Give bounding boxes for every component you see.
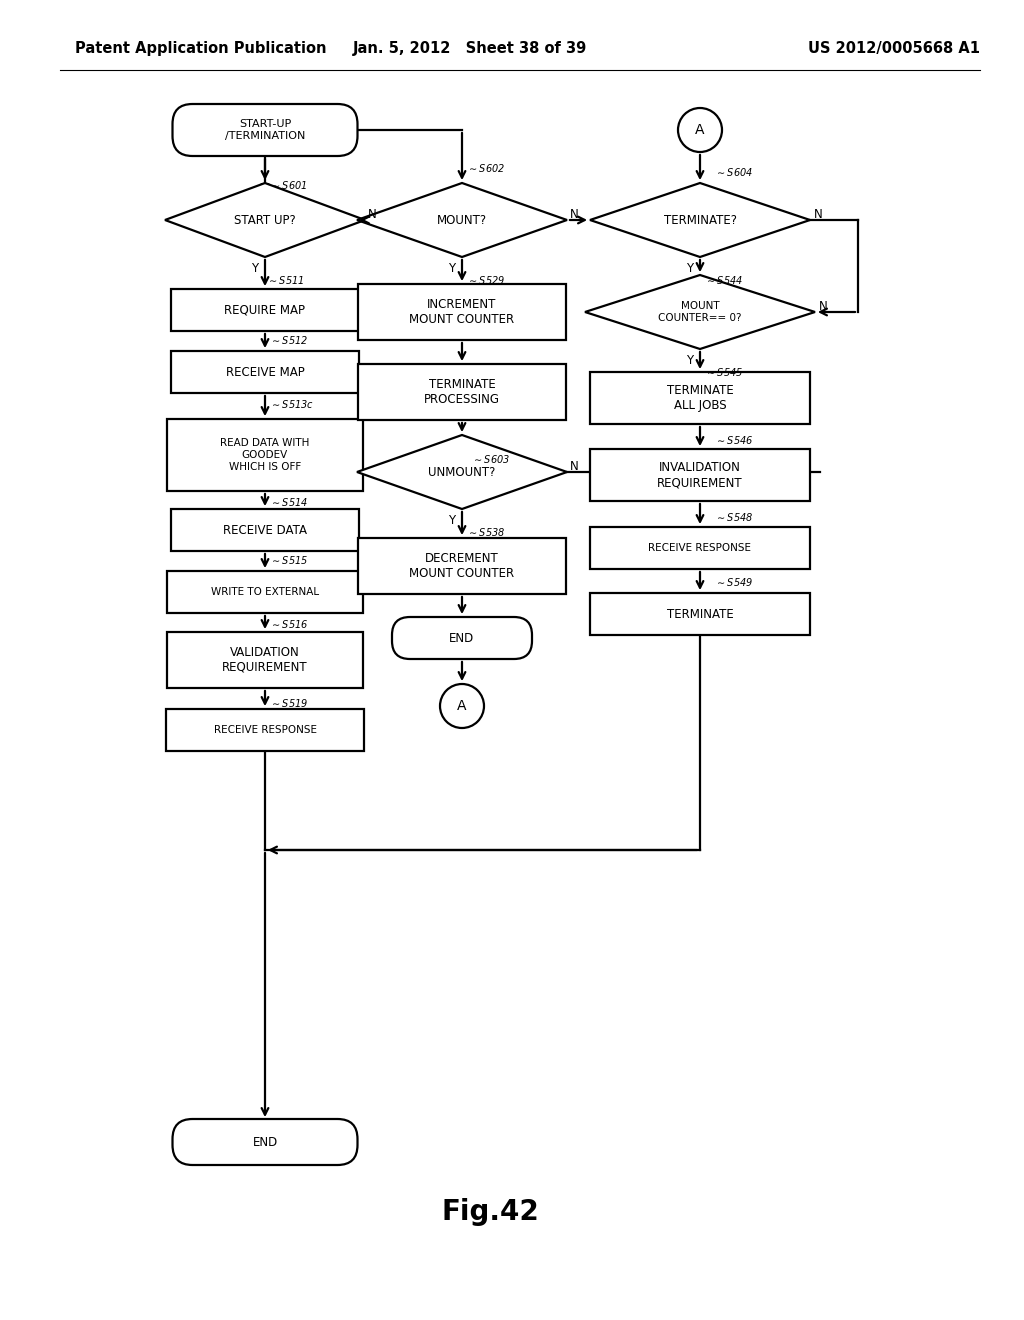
FancyBboxPatch shape: [172, 1119, 357, 1166]
Text: US 2012/0005668 A1: US 2012/0005668 A1: [808, 41, 980, 55]
Text: DECREMENT
MOUNT COUNTER: DECREMENT MOUNT COUNTER: [410, 552, 515, 579]
Bar: [358, 364, 566, 420]
Text: $\sim$S604: $\sim$S604: [715, 166, 753, 178]
Text: Y: Y: [252, 261, 259, 275]
Bar: [171, 510, 359, 550]
Bar: [590, 449, 810, 502]
Text: Y: Y: [686, 354, 693, 367]
Text: END: END: [450, 631, 475, 644]
Text: UNMOUNT?: UNMOUNT?: [428, 466, 496, 479]
Text: TERMINATE: TERMINATE: [667, 607, 733, 620]
Text: RECEIVE RESPONSE: RECEIVE RESPONSE: [213, 725, 316, 735]
Text: RECEIVE MAP: RECEIVE MAP: [225, 366, 304, 379]
Bar: [166, 709, 364, 751]
Bar: [590, 593, 810, 635]
Text: $\sim$S544: $\sim$S544: [705, 275, 743, 286]
Text: Fig.42: Fig.42: [441, 1199, 539, 1226]
Text: START-UP
/TERMINATION: START-UP /TERMINATION: [225, 119, 305, 141]
Bar: [167, 632, 362, 688]
Text: N: N: [818, 301, 827, 314]
Text: VALIDATION
REQUIREMENT: VALIDATION REQUIREMENT: [222, 645, 308, 675]
Circle shape: [678, 108, 722, 152]
Bar: [358, 284, 566, 341]
Text: TERMINATE
PROCESSING: TERMINATE PROCESSING: [424, 378, 500, 407]
Text: $\sim$S546: $\sim$S546: [715, 434, 754, 446]
Bar: [358, 539, 566, 594]
Text: N: N: [814, 209, 822, 222]
Text: Y: Y: [449, 261, 456, 275]
Text: INVALIDATION
REQUIREMENT: INVALIDATION REQUIREMENT: [657, 461, 742, 488]
Text: MOUNT
COUNTER== 0?: MOUNT COUNTER== 0?: [658, 301, 741, 323]
Text: $\sim$S514: $\sim$S514: [270, 496, 308, 508]
Polygon shape: [357, 436, 567, 510]
Text: START UP?: START UP?: [234, 214, 296, 227]
Text: $\sim$S529: $\sim$S529: [467, 275, 505, 286]
Text: Jan. 5, 2012   Sheet 38 of 39: Jan. 5, 2012 Sheet 38 of 39: [353, 41, 587, 55]
FancyBboxPatch shape: [172, 104, 357, 156]
Text: $\sim$S513c: $\sim$S513c: [270, 399, 314, 411]
Text: REQUIRE MAP: REQUIRE MAP: [224, 304, 305, 317]
Text: TERMINATE?: TERMINATE?: [664, 214, 736, 227]
FancyBboxPatch shape: [392, 616, 532, 659]
Text: Y: Y: [686, 261, 693, 275]
Text: A: A: [458, 700, 467, 713]
Text: $\sim$S515: $\sim$S515: [270, 554, 308, 566]
Text: $\sim$S516: $\sim$S516: [270, 618, 308, 630]
Bar: [171, 351, 359, 393]
Text: END: END: [252, 1135, 278, 1148]
Text: TERMINATE
ALL JOBS: TERMINATE ALL JOBS: [667, 384, 733, 412]
Text: $\sim$S602: $\sim$S602: [467, 162, 505, 174]
Text: $\sim$S601: $\sim$S601: [270, 180, 307, 191]
Polygon shape: [165, 183, 365, 257]
Bar: [590, 372, 810, 424]
Polygon shape: [585, 275, 815, 348]
Text: MOUNT?: MOUNT?: [437, 214, 487, 227]
Text: READ DATA WITH
GOODEV
WHICH IS OFF: READ DATA WITH GOODEV WHICH IS OFF: [220, 438, 309, 471]
Text: RECEIVE DATA: RECEIVE DATA: [223, 524, 307, 536]
Bar: [171, 289, 359, 331]
Text: $\sim$S548: $\sim$S548: [715, 511, 754, 523]
Text: Patent Application Publication: Patent Application Publication: [75, 41, 327, 55]
Bar: [167, 572, 362, 612]
Text: $\sim$S538: $\sim$S538: [467, 525, 506, 539]
Text: A: A: [695, 123, 705, 137]
Text: $\sim$S512: $\sim$S512: [270, 334, 308, 346]
Text: WRITE TO EXTERNAL: WRITE TO EXTERNAL: [211, 587, 319, 597]
Text: $\sim$S519: $\sim$S519: [270, 697, 308, 709]
Polygon shape: [357, 183, 567, 257]
Text: N: N: [569, 209, 579, 222]
Text: $\sim$S603: $\sim$S603: [472, 453, 510, 465]
Bar: [590, 527, 810, 569]
Bar: [167, 418, 362, 491]
Text: N: N: [569, 461, 579, 474]
Circle shape: [440, 684, 484, 729]
Text: Y: Y: [449, 513, 456, 527]
Text: INCREMENT
MOUNT COUNTER: INCREMENT MOUNT COUNTER: [410, 298, 515, 326]
Text: $\sim$S511: $\sim$S511: [267, 275, 304, 286]
Text: $\sim$S549: $\sim$S549: [715, 576, 754, 587]
Text: $\sim$S545: $\sim$S545: [705, 366, 743, 378]
Polygon shape: [590, 183, 810, 257]
Text: RECEIVE RESPONSE: RECEIVE RESPONSE: [648, 543, 752, 553]
Text: N: N: [368, 209, 377, 222]
